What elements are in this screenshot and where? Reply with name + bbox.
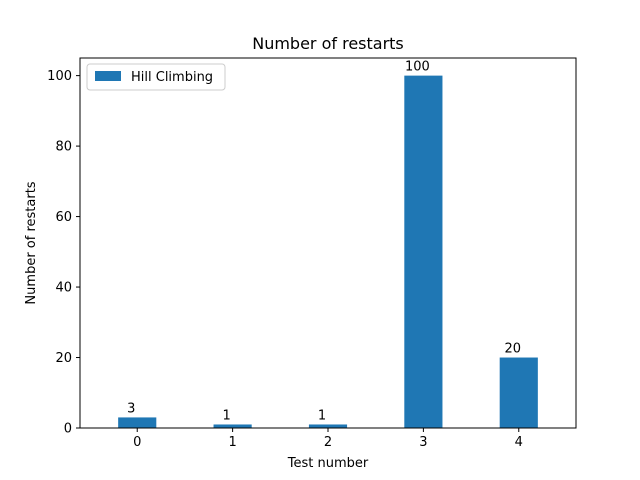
x-tick-label: 0 bbox=[133, 435, 141, 450]
y-axis-label: Number of restarts bbox=[24, 181, 39, 304]
bar-4 bbox=[499, 357, 538, 428]
data-label-3: 100 bbox=[405, 60, 430, 75]
x-tick-label: 3 bbox=[419, 435, 427, 450]
legend-label: Hill Climbing bbox=[131, 70, 213, 85]
data-label-4: 20 bbox=[504, 342, 521, 357]
y-tick-label: 0 bbox=[64, 422, 72, 437]
y-tick-label: 60 bbox=[55, 210, 72, 225]
bar-3 bbox=[404, 75, 443, 428]
bar-1 bbox=[213, 424, 252, 428]
legend: Hill Climbing bbox=[86, 63, 226, 91]
x-axis-label: Test number bbox=[287, 456, 369, 471]
bars-group bbox=[118, 75, 538, 428]
x-axis: 0 1 2 3 4 bbox=[133, 428, 523, 450]
plot-area bbox=[80, 58, 576, 428]
chart-title: Number of restarts bbox=[252, 34, 404, 53]
y-tick-label: 80 bbox=[55, 140, 72, 155]
bar-0 bbox=[118, 417, 157, 428]
data-label-1: 1 bbox=[222, 408, 230, 423]
data-label-0: 3 bbox=[127, 401, 135, 416]
bar-2 bbox=[308, 424, 348, 428]
y-tick-label: 20 bbox=[55, 351, 72, 366]
data-labels-group: 3 1 1 100 20 bbox=[127, 60, 521, 424]
data-label-2: 1 bbox=[318, 408, 326, 423]
y-tick-label: 40 bbox=[55, 281, 72, 296]
x-tick-label: 4 bbox=[515, 435, 523, 450]
y-tick-label: 100 bbox=[47, 69, 72, 84]
x-tick-label: 2 bbox=[324, 435, 332, 450]
legend-frame bbox=[86, 63, 226, 91]
y-axis: 0 20 40 60 80 100 bbox=[47, 69, 80, 437]
x-tick-label: 1 bbox=[228, 435, 236, 450]
legend-swatch bbox=[95, 71, 121, 81]
